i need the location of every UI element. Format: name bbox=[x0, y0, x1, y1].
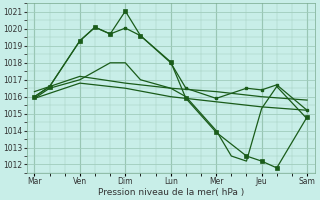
X-axis label: Pression niveau de la mer( hPa ): Pression niveau de la mer( hPa ) bbox=[98, 188, 244, 197]
